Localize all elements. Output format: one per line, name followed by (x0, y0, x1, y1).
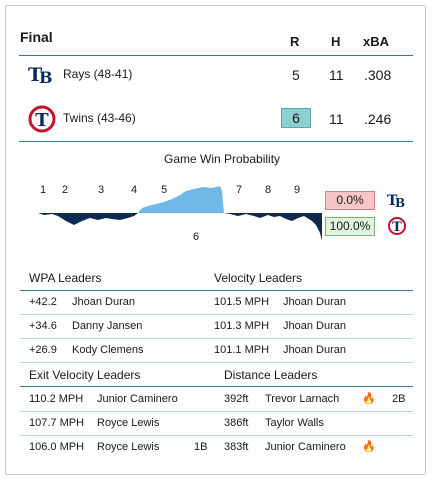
velocity-player-1[interactable]: Jhoan Duran (283, 296, 346, 308)
leaders-divider (20, 386, 413, 387)
twins-hits: 11 (329, 111, 344, 127)
wpa-value-2: +34.6 (29, 320, 57, 332)
distance-result-1: 2B (392, 393, 406, 405)
inning-label-3: 3 (98, 184, 105, 196)
inning-label-7: 7 (236, 184, 243, 196)
row-divider (20, 314, 413, 315)
win-prob-chart[interactable] (38, 183, 323, 250)
wpa-player-1[interactable]: Jhoan Duran (72, 296, 135, 308)
inning-label-2: 2 (62, 184, 69, 196)
distance-leaders-title: Distance Leaders (224, 368, 318, 382)
teams-divider (19, 141, 413, 142)
svg-text:T: T (28, 64, 42, 86)
svg-text:T: T (392, 220, 402, 235)
inning-label-6: 6 (193, 231, 200, 243)
ev-value-2: 107.7 MPH (29, 417, 85, 429)
row-divider (20, 435, 413, 436)
leaders-divider (20, 290, 413, 291)
ev-value-3: 106.0 MPH (29, 441, 85, 453)
wpa-player-2[interactable]: Danny Jansen (72, 320, 143, 332)
rays-win-area (138, 186, 224, 213)
velocity-player-2[interactable]: Jhoan Duran (283, 320, 346, 332)
twins-name[interactable]: Twins (43-46) (63, 111, 136, 125)
twins-win-area (38, 213, 322, 241)
rays-win-prob: 0.0% (325, 191, 375, 210)
col-header-hits: H (331, 34, 341, 49)
fire-icon: 🔥 (362, 441, 376, 453)
svg-text:B: B (395, 196, 405, 210)
distance-player-3[interactable]: Junior Caminero (265, 441, 346, 453)
rays-name[interactable]: Rays (48-41) (63, 67, 133, 81)
rays-runs: 5 (292, 67, 300, 83)
inning-label-5: 5 (161, 184, 168, 196)
svg-text:T: T (35, 110, 49, 131)
fire-icon: 🔥 (362, 393, 376, 405)
svg-text:T: T (387, 193, 398, 209)
svg-text:B: B (39, 68, 53, 87)
twins-small-logo-icon: T (387, 216, 407, 241)
wpa-leaders-title: WPA Leaders (29, 271, 102, 285)
distance-value-2: 386ft (224, 417, 249, 429)
velocity-value-1: 101.5 MPH (214, 296, 270, 308)
rays-xba: .308 (364, 67, 392, 83)
game-summary-card (5, 5, 426, 475)
rays-small-logo-icon: T B (387, 190, 407, 215)
distance-player-1[interactable]: Trevor Larnach (265, 393, 340, 405)
inning-label-9: 9 (294, 184, 301, 196)
wpa-value-1: +42.2 (29, 296, 57, 308)
wpa-player-3[interactable]: Kody Clemens (72, 344, 144, 356)
distance-player-2[interactable]: Taylor Walls (265, 417, 324, 429)
ev-result-3: 1B (194, 441, 208, 453)
rays-logo-icon: T B (27, 61, 55, 92)
inning-label-1: 1 (40, 184, 47, 196)
velocity-value-2: 101.3 MPH (214, 320, 270, 332)
twins-xba: .246 (364, 111, 392, 127)
win-prob-title: Game Win Probability (164, 152, 281, 166)
wpa-value-3: +26.9 (29, 344, 57, 356)
row-divider (20, 362, 413, 363)
inning-label-4: 4 (131, 184, 138, 196)
header-divider (19, 55, 413, 56)
twins-win-prob: 100.0% (325, 217, 375, 236)
inning-label-8: 8 (265, 184, 272, 196)
col-header-xba: xBA (363, 34, 390, 49)
ev-player-1[interactable]: Junior Caminero (97, 393, 178, 405)
velocity-leaders-title: Velocity Leaders (214, 271, 303, 285)
ev-player-2[interactable]: Royce Lewis (97, 417, 160, 429)
ev-value-1: 110.2 MPH (29, 393, 84, 405)
twins-logo-icon: T (28, 105, 56, 138)
velocity-value-3: 101.1 MPH (214, 344, 270, 356)
rays-hits: 11 (329, 67, 344, 83)
distance-value-3: 383ft (224, 441, 249, 453)
col-header-runs: R (290, 34, 300, 49)
velocity-player-3[interactable]: Jhoan Duran (283, 344, 346, 356)
ev-player-3[interactable]: Royce Lewis (97, 441, 160, 453)
game-status: Final (20, 29, 53, 45)
distance-value-1: 392ft (224, 393, 249, 405)
twins-runs: 6 (281, 108, 311, 128)
row-divider (20, 411, 413, 412)
row-divider (20, 338, 413, 339)
exit-velocity-title: Exit Velocity Leaders (29, 368, 141, 382)
